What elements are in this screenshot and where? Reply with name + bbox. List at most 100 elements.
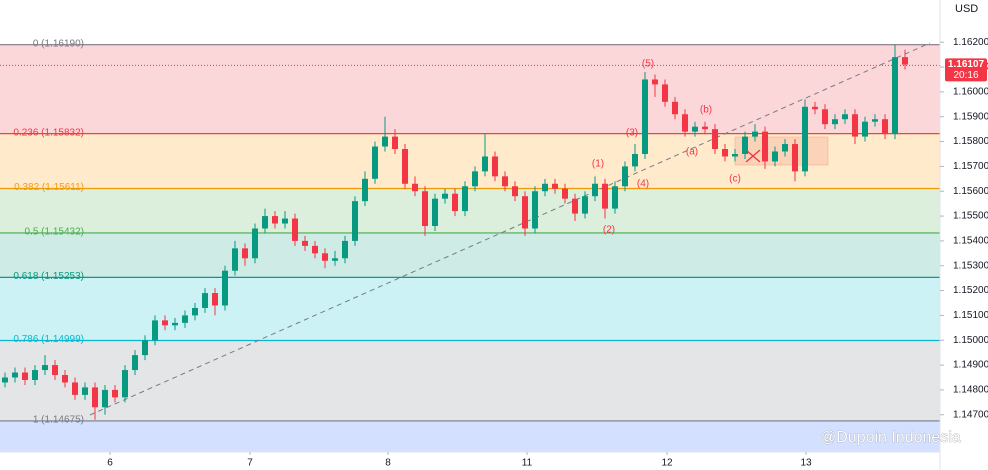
- candle-body: [612, 186, 618, 209]
- candle-body: [102, 389, 108, 408]
- candle-body: [852, 114, 858, 137]
- candle-body: [312, 245, 318, 254]
- fib-label: 1 (1.14675): [33, 415, 84, 426]
- candle-body: [552, 183, 558, 189]
- y-tick-label: 1.14700: [953, 409, 988, 420]
- wave-label: (2): [603, 225, 615, 236]
- candle-body: [562, 188, 568, 199]
- y-tick-label: 1.15200: [953, 285, 988, 296]
- candle-body: [662, 84, 668, 102]
- candle-body: [392, 136, 398, 150]
- candle-body: [232, 248, 238, 271]
- candle-body: [12, 372, 18, 378]
- candle-body: [212, 293, 218, 306]
- candle-body: [122, 370, 128, 398]
- candle-body: [52, 365, 58, 376]
- candle-body: [22, 372, 28, 380]
- y-tick-label: 1.15900: [953, 111, 988, 122]
- x-tick-label: 6: [107, 458, 113, 469]
- wave-label: (a): [686, 147, 698, 158]
- candle-body: [842, 114, 848, 120]
- candle-body: [432, 198, 438, 226]
- candle-body: [42, 365, 48, 371]
- candle-body: [572, 198, 578, 214]
- candle-body: [282, 218, 288, 224]
- x-tick-label: 8: [385, 458, 391, 469]
- candle-body: [2, 377, 8, 383]
- candle-body: [382, 136, 388, 147]
- candle-body: [902, 57, 908, 65]
- fib-bands: [0, 44, 940, 452]
- candle-body: [142, 340, 148, 356]
- fib-band: [0, 232, 940, 278]
- candle-body: [422, 191, 428, 226]
- fib-label: 0.786 (1.14999): [13, 334, 84, 345]
- candle-body: [592, 183, 598, 197]
- y-tick-label: 1.15700: [953, 161, 988, 172]
- candle-body: [362, 178, 368, 202]
- labels: 0 (1.16190) 0.236 (1.15832) 0.382 (1.15611…: [0, 38, 940, 426]
- candle-body: [502, 176, 508, 187]
- candle-body: [742, 136, 748, 154]
- candle-body: [182, 315, 188, 323]
- candle-body: [882, 119, 888, 135]
- cross-mark: [745, 149, 761, 163]
- candle-body: [732, 153, 738, 157]
- candle-body: [342, 240, 348, 259]
- x-tick-label: 11: [522, 458, 533, 469]
- candle-body: [812, 106, 818, 110]
- candle-body: [292, 218, 298, 241]
- candle-body: [682, 114, 688, 132]
- candle-body: [62, 375, 68, 383]
- range-box: [734, 136, 829, 166]
- candle-body: [322, 253, 328, 261]
- candle-body: [632, 153, 638, 167]
- candles: [2, 44, 908, 420]
- candle-body: [262, 216, 268, 229]
- candle-body: [752, 131, 758, 137]
- y-tick-label: 1.15800: [953, 136, 988, 147]
- candle-body: [692, 126, 698, 132]
- fib-band: [0, 133, 940, 189]
- candle-body: [492, 156, 498, 177]
- candle-body: [652, 79, 658, 85]
- last-price-box: [945, 58, 987, 82]
- candle-body: [202, 293, 208, 308]
- candle-body: [482, 156, 488, 172]
- candle-body: [162, 320, 168, 326]
- candle-body: [302, 240, 308, 246]
- candle-body: [222, 270, 228, 306]
- last-price-label: 1.16107: [948, 59, 985, 70]
- currency: USD: [955, 3, 978, 15]
- fib-label: 0.382 (1.15611): [14, 182, 84, 193]
- candle-body: [622, 166, 628, 187]
- candle-body: [402, 149, 408, 184]
- fib-label: 0.5 (1.15432): [25, 227, 85, 238]
- candle-body: [672, 101, 678, 115]
- candle-body: [532, 191, 538, 229]
- candle-body: [192, 307, 198, 316]
- wave-label: (5): [642, 59, 654, 70]
- watermark: @Dupoin Indonesia: [820, 429, 961, 446]
- candle-body: [602, 183, 608, 209]
- candle-body: [802, 106, 808, 172]
- x-tick-label: 13: [800, 458, 812, 469]
- fib-band: [0, 44, 940, 134]
- fib-label: 0.618 (1.15253): [13, 271, 84, 282]
- fib-band: [0, 340, 940, 421]
- candle-body: [112, 389, 118, 398]
- candle-body: [72, 382, 78, 395]
- candle-body: [782, 144, 788, 152]
- candle-body: [92, 387, 98, 408]
- fib-label: 0.236 (1.15832): [13, 127, 84, 138]
- candle-body: [822, 109, 828, 125]
- wave-label: (c): [729, 174, 741, 185]
- x-tick-label: 12: [661, 458, 673, 469]
- candle-body: [542, 183, 548, 192]
- candle-body: [372, 146, 378, 179]
- candle-body: [582, 196, 588, 214]
- candle-body: [512, 186, 518, 197]
- y-tick-label: 1.15300: [953, 260, 988, 271]
- fib-band: [0, 188, 940, 233]
